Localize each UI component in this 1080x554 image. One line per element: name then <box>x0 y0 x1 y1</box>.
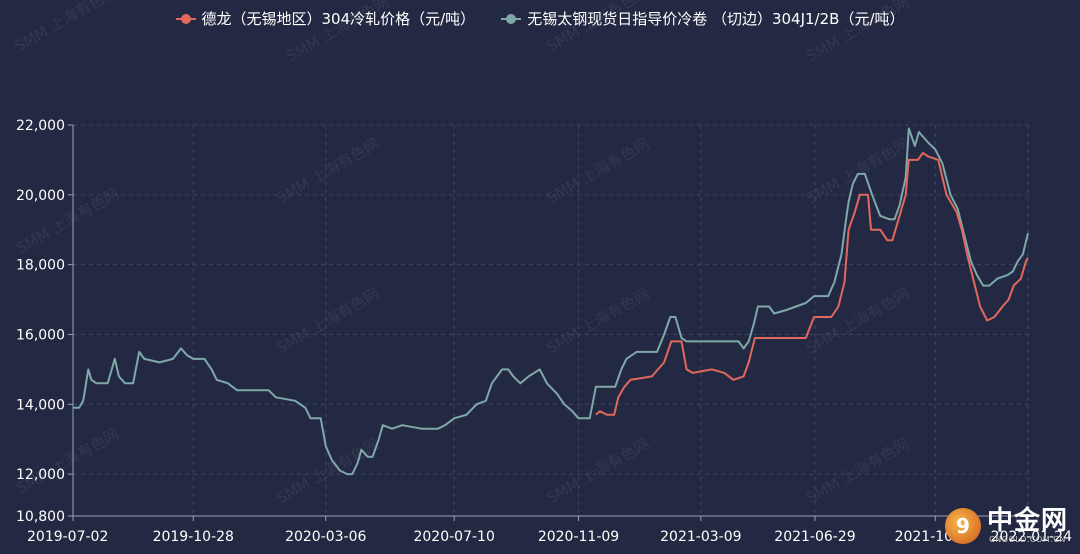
y-tick-label: 16,000 <box>16 327 65 343</box>
x-tick-label: 2019-10-28 <box>153 529 234 545</box>
x-tick-label: 2020-03-06 <box>285 529 366 545</box>
series-line-delong <box>595 151 1029 416</box>
y-tick-label: 10,800 <box>16 509 65 525</box>
y-tick-label: 14,000 <box>16 397 65 413</box>
x-tick-label: 2022-01-24 <box>991 529 1072 545</box>
legend: 德龙（无锡地区）304冷轧价格（元/吨） 无锡太钢现货日指导价冷卷 （切边）30… <box>0 8 1080 29</box>
series-line-taigang <box>73 127 1029 476</box>
legend-item-series1[interactable]: 德龙（无锡地区）304冷轧价格（元/吨） <box>175 8 476 29</box>
tick-labels: 10,800 12,000 14,000 16,000 18,000 20,000 22,0… <box>16 118 1072 545</box>
logo-badge-icon: 9 <box>944 507 981 544</box>
y-tick-label: 12,000 <box>16 467 65 483</box>
series-lines <box>73 127 1029 476</box>
legend-marker-icon <box>501 13 522 25</box>
legend-marker-icon <box>175 13 196 25</box>
x-tick-label: 2020-11-09 <box>538 529 619 545</box>
y-tick-label: 18,000 <box>16 258 65 274</box>
x-tick-label: 2020-07-10 <box>413 529 494 545</box>
x-tick-label: 2021-06-29 <box>774 529 855 545</box>
logo-main-text: 中金网 <box>986 506 1068 536</box>
x-tick-label: 2019-07-02 <box>27 529 108 545</box>
axes <box>68 124 1029 521</box>
y-tick-label: 22,000 <box>16 118 65 134</box>
legend-item-series2[interactable]: 无锡太钢现货日指导价冷卷 （切边）304J1/2B（元/吨） <box>501 8 905 29</box>
site-logo: 9 中金网 CNGOLD.COM.CN <box>944 506 1068 544</box>
legend-label: 无锡太钢现货日指导价冷卷 （切边）304J1/2B（元/吨） <box>527 10 905 28</box>
logo-sub-text: CNGOLD.COM.CN <box>989 535 1066 544</box>
x-tick-label: 2021-03-09 <box>660 529 741 545</box>
grid-lines <box>73 124 1029 516</box>
y-tick-label: 20,000 <box>16 188 65 204</box>
legend-label: 德龙（无锡地区）304冷轧价格（元/吨） <box>201 10 476 28</box>
